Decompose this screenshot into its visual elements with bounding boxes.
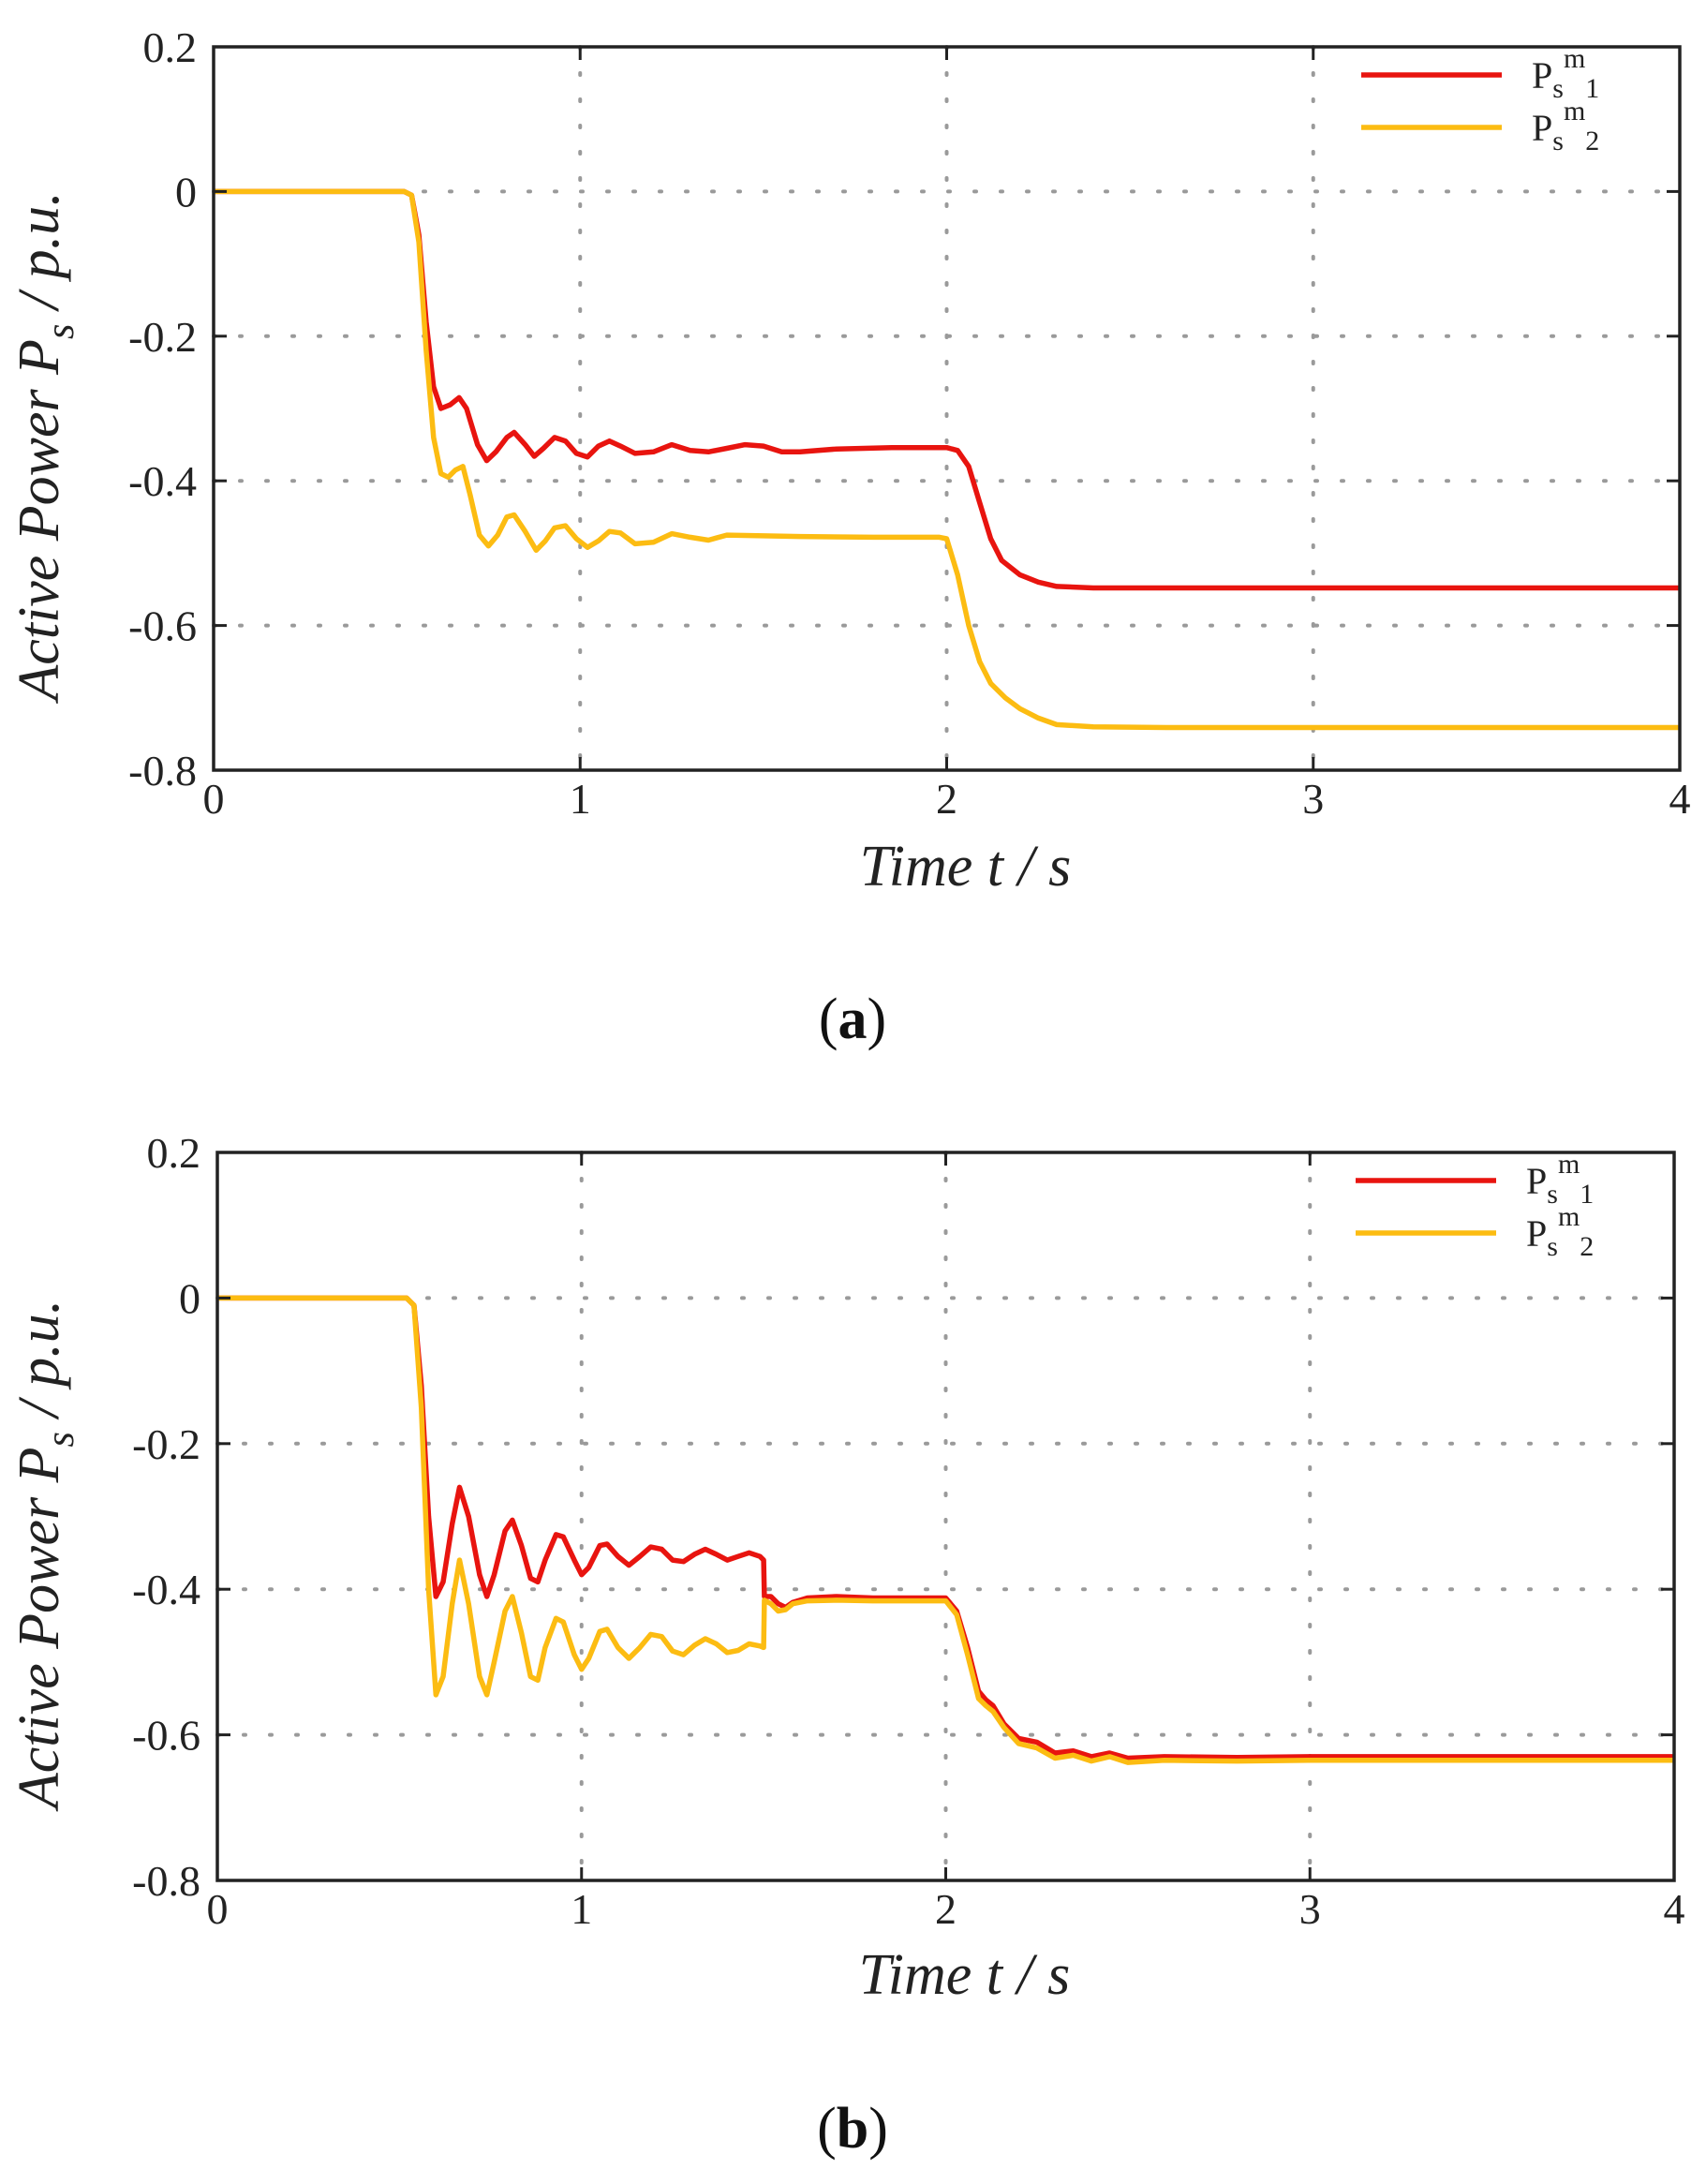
panel-label-close: ) bbox=[868, 988, 887, 1051]
legend-entry-1: Psm1 bbox=[1532, 43, 1599, 104]
legend-base: P bbox=[1526, 1212, 1547, 1255]
x-tick-label: 4 bbox=[1669, 775, 1691, 823]
y-tick-label: -0.6 bbox=[132, 1712, 200, 1760]
legend-sub1: s bbox=[1552, 126, 1564, 156]
legend-sub1: s bbox=[1547, 1231, 1558, 1262]
y-tick-label: -0.8 bbox=[132, 1857, 200, 1905]
x-tick-label: 0 bbox=[207, 1885, 229, 1933]
legend-entry-1: Psm1 bbox=[1526, 1149, 1594, 1210]
legend-entry-2: Psm2 bbox=[1532, 96, 1599, 156]
y-axis-label: Active Power Ps / p.u. bbox=[7, 1300, 82, 1812]
legend-entry-2: Psm2 bbox=[1526, 1201, 1594, 1262]
legend-sub1: s bbox=[1552, 73, 1564, 104]
x-tick-label: 2 bbox=[935, 1885, 957, 1933]
y-tick-label: 0 bbox=[175, 168, 197, 215]
y-axis-label-unit: / p.u. bbox=[7, 191, 71, 323]
y-tick-label: -0.6 bbox=[128, 602, 197, 650]
y-axis-label-subscript: s bbox=[39, 324, 82, 339]
legend-base: P bbox=[1532, 54, 1552, 97]
y-tick-label: -0.2 bbox=[132, 1420, 200, 1468]
y-axis-label-subscript: s bbox=[39, 1432, 82, 1447]
series-line-1 bbox=[214, 188, 1680, 591]
panel-label: (a) bbox=[819, 988, 886, 1051]
y-tick-label: 0 bbox=[179, 1274, 200, 1322]
legend-sub2: 1 bbox=[1585, 73, 1599, 104]
x-tick-label: 3 bbox=[1302, 775, 1324, 823]
x-tick-label: 0 bbox=[203, 775, 225, 823]
legend-sup: m bbox=[1564, 96, 1585, 126]
x-tick-label: 1 bbox=[571, 1885, 592, 1933]
x-tick-label: 1 bbox=[570, 775, 591, 823]
legend-sup: m bbox=[1564, 43, 1585, 74]
legend-sub2: 2 bbox=[1580, 1231, 1594, 1262]
panel-label-close: ) bbox=[868, 2097, 888, 2161]
y-axis-label-unit: / p.u. bbox=[7, 1300, 71, 1432]
y-tick-label: -0.8 bbox=[128, 747, 197, 795]
legend-sub2: 1 bbox=[1580, 1179, 1594, 1210]
y-tick-label: 0.2 bbox=[147, 1129, 201, 1177]
panel-label-letter: b bbox=[837, 2097, 868, 2161]
legend-sub1: s bbox=[1547, 1179, 1558, 1210]
x-tick-label: 4 bbox=[1664, 1885, 1685, 1933]
panel-label-open: ( bbox=[817, 2097, 837, 2161]
y-tick-label: -0.4 bbox=[132, 1566, 200, 1613]
x-axis-label: Time t / s bbox=[860, 835, 1072, 899]
x-tick-label: 3 bbox=[1299, 1885, 1321, 1933]
series-line-2 bbox=[217, 1295, 1674, 1765]
panel-label-open: ( bbox=[819, 988, 838, 1051]
series-line-2 bbox=[214, 188, 1680, 731]
panel-label: (b) bbox=[817, 2097, 888, 2161]
plot-frame bbox=[215, 1151, 1676, 1882]
legend-sup: m bbox=[1558, 1201, 1580, 1232]
chart-b: 0 1 2 3 4 0.2 0 -0.2 -0.4 -0.6 -0.8 Time t / s Activ… bbox=[7, 1129, 1685, 2161]
x-tick-label: 2 bbox=[936, 775, 957, 823]
panel-label-letter: a bbox=[838, 988, 868, 1051]
y-axis-label-main: Active Power P bbox=[7, 339, 71, 705]
y-axis-label-main: Active Power P bbox=[7, 1447, 71, 1812]
x-axis-label: Time t / s bbox=[859, 1943, 1071, 2007]
legend-base: P bbox=[1526, 1160, 1547, 1202]
y-tick-label: -0.4 bbox=[128, 457, 197, 505]
y-tick-label: 0.2 bbox=[143, 23, 198, 71]
legend-sup: m bbox=[1558, 1149, 1580, 1180]
legend-base: P bbox=[1532, 107, 1552, 149]
y-tick-label: -0.2 bbox=[128, 313, 197, 361]
y-axis-label: Active Power Ps / p.u. bbox=[7, 191, 82, 704]
legend-sub2: 2 bbox=[1585, 126, 1599, 156]
chart-a: 0 1 2 3 4 0.2 0 -0.2 -0.4 -0.6 -0.8 Time t / s Activ… bbox=[7, 23, 1691, 1051]
